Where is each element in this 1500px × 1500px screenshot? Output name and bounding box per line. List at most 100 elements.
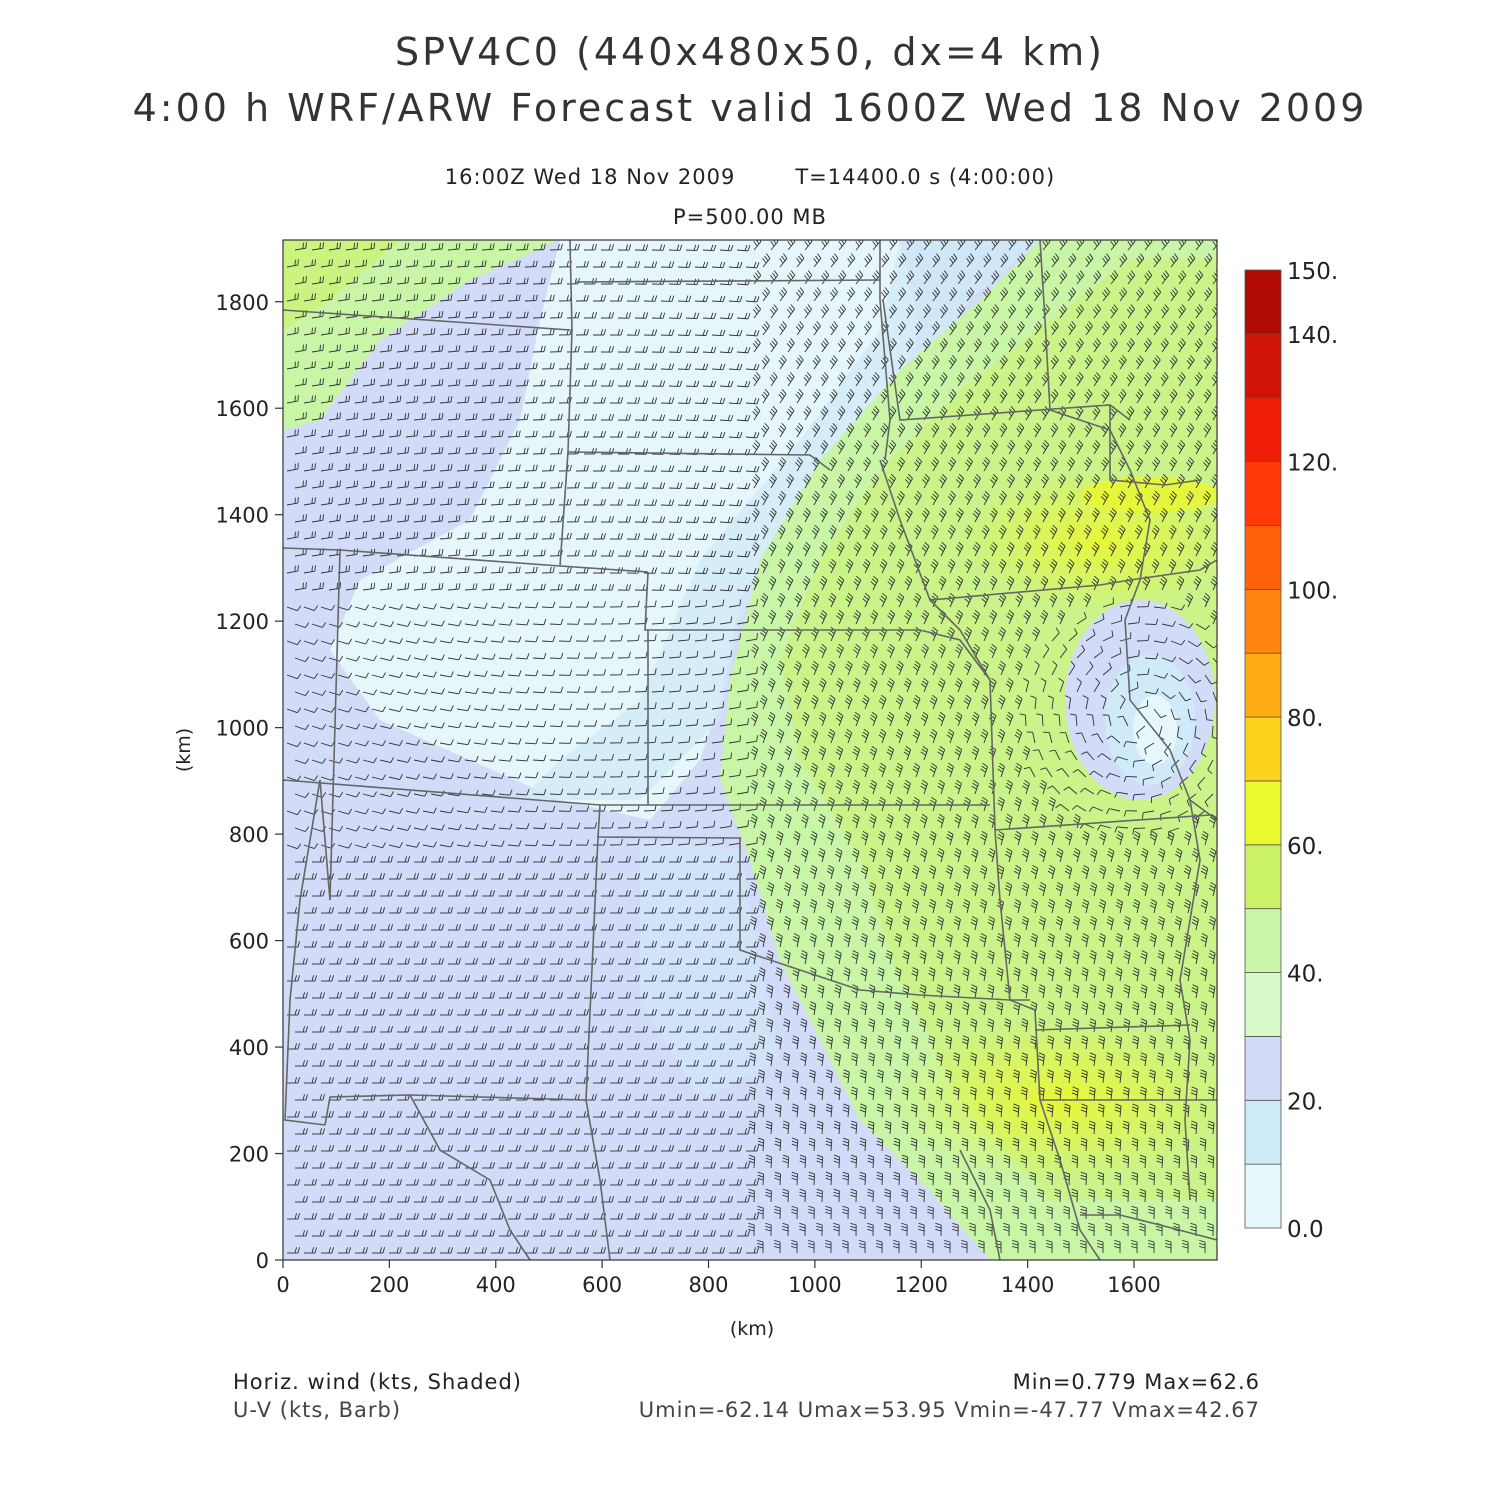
wind-barb — [904, 473, 913, 489]
wind-barb — [566, 243, 580, 251]
wind-barb — [1024, 304, 1033, 319]
wind-barb — [1161, 270, 1170, 285]
wind-barb — [786, 372, 795, 387]
wind-barb — [1109, 372, 1118, 387]
wind-barb — [1194, 406, 1203, 421]
wind-barb — [626, 329, 641, 336]
wind-barb — [719, 244, 734, 252]
wind-barb — [1203, 321, 1212, 336]
wind-barb — [1194, 439, 1203, 455]
wind-barb — [1092, 372, 1101, 387]
wind-barb — [989, 473, 998, 489]
wind-barb — [1118, 389, 1127, 404]
wind-barb — [770, 240, 779, 251]
wind-barb — [575, 260, 589, 268]
wind-barb — [897, 321, 906, 336]
wind-barb — [1033, 456, 1042, 472]
wind-barb — [983, 253, 992, 268]
wind-barb — [939, 338, 948, 353]
wind-barb — [702, 346, 717, 354]
wind-barb — [1051, 253, 1060, 268]
colorbar-segment — [1244, 652, 1282, 718]
wind-barb — [303, 463, 316, 472]
wind-barb — [1016, 321, 1025, 336]
wind-barb — [1135, 422, 1144, 438]
wind-barb — [600, 244, 615, 251]
wind-barb — [1075, 338, 1084, 353]
wind-barb — [1160, 406, 1169, 421]
wind-barb — [515, 311, 529, 319]
wind-barb — [362, 378, 376, 387]
wind-barb — [617, 312, 632, 319]
wind-barb — [785, 473, 794, 489]
wind-barb — [1177, 338, 1186, 353]
wind-barb — [371, 293, 385, 302]
wind-barb — [600, 380, 615, 387]
wind-barb — [1144, 270, 1153, 285]
wind-barb — [1007, 338, 1016, 353]
wind-barb — [507, 328, 521, 336]
wind-barb — [286, 497, 299, 506]
wind-barb — [745, 329, 760, 337]
wind-barb — [906, 270, 915, 285]
wind-barb — [643, 329, 658, 336]
wind-barb — [524, 396, 538, 404]
wind-barb — [532, 481, 546, 489]
wind-barb — [1152, 422, 1161, 438]
wind-barb — [795, 321, 804, 336]
wind-barb — [405, 327, 419, 336]
wind-barb — [447, 243, 461, 251]
footer-minmax: Min=0.779 Max=62.6 — [1012, 1370, 1260, 1394]
colorbar-label: 120. — [1287, 451, 1338, 477]
wind-barb — [1033, 321, 1042, 336]
wind-barb — [1042, 240, 1051, 251]
wind-barb — [921, 473, 930, 489]
wind-barb — [711, 397, 726, 405]
wind-barb — [1040, 473, 1049, 489]
wind-barb — [388, 361, 402, 370]
wind-barb — [549, 311, 563, 319]
wind-barb — [481, 345, 495, 353]
wind-barb — [541, 396, 555, 404]
wind-barb — [1059, 240, 1068, 251]
wind-barb — [736, 380, 751, 388]
wind-barb — [515, 413, 529, 421]
wind-barb — [769, 372, 778, 387]
wind-barb — [820, 406, 829, 421]
wind-barb — [685, 312, 700, 320]
colorbar-segment — [1244, 972, 1282, 1037]
wind-barb — [345, 276, 359, 285]
wind-barb — [473, 328, 487, 336]
wind-barb — [524, 362, 538, 370]
wind-barb — [600, 482, 615, 489]
wind-barb — [812, 389, 821, 404]
wind-barb — [736, 414, 751, 422]
y-tick-label: 200 — [229, 1143, 269, 1167]
colorbar-segment — [1244, 1163, 1282, 1229]
y-tick-label: 800 — [229, 823, 269, 847]
wind-barb — [677, 465, 692, 472]
wind-barb — [871, 439, 880, 455]
wind-barb — [515, 447, 529, 455]
wind-barb — [728, 397, 743, 405]
wind-barb — [413, 378, 427, 387]
wind-barb — [753, 270, 762, 285]
wind-barb — [846, 389, 855, 404]
wind-barb — [974, 270, 983, 285]
wind-barb — [294, 242, 307, 251]
wind-barb — [507, 260, 521, 268]
wind-barb — [294, 480, 307, 489]
wind-barb — [507, 430, 521, 438]
wind-barb — [677, 397, 692, 404]
wind-barb — [702, 414, 717, 422]
wind-barb — [854, 338, 863, 353]
wind-barb — [345, 446, 359, 455]
wind-barb — [379, 446, 393, 455]
wind-barb — [464, 379, 478, 387]
x-tick-label: 800 — [688, 1273, 728, 1297]
wind-barb — [430, 413, 444, 421]
wind-barb — [854, 406, 863, 421]
wind-barb — [973, 338, 982, 353]
wind-barb — [405, 429, 419, 438]
wind-barb — [795, 355, 804, 370]
